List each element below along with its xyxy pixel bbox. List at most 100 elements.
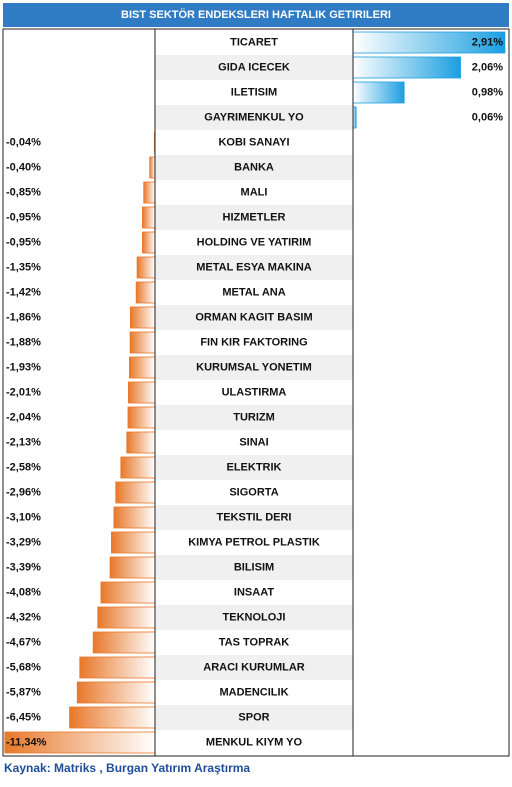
value-label: -4,08% (6, 586, 41, 598)
value-label: -0,85% (6, 186, 41, 198)
frame (2, 28, 510, 757)
category-label: KOBI SANAYI (218, 136, 289, 148)
bar (127, 381, 156, 404)
bar (115, 481, 156, 504)
row-stripe (155, 105, 353, 130)
bar (143, 181, 156, 204)
category-label: ORMAN KAGIT BASIM (195, 311, 312, 323)
category-label: METAL ESYA MAKINA (196, 261, 312, 273)
bar (135, 281, 156, 304)
category-label: ILETISIM (231, 86, 277, 98)
category-label: SINAI (239, 436, 268, 448)
category-label: TAS TOPRAK (219, 636, 290, 648)
value-label: 2,06% (472, 61, 503, 73)
value-label: -4,32% (6, 611, 41, 623)
value-label: -1,88% (6, 336, 41, 348)
bar (126, 431, 156, 454)
row-stripe (155, 205, 353, 230)
row-stripe (155, 355, 353, 380)
row-stripe (155, 55, 353, 80)
value-label: -0,40% (6, 161, 41, 173)
value-label: -1,42% (6, 286, 41, 298)
row-stripe (155, 455, 353, 480)
value-label: -2,04% (6, 411, 41, 423)
category-label: FIN KIR FAKTORING (200, 336, 307, 348)
value-label: 0,06% (472, 111, 503, 123)
category-label: KIMYA PETROL PLASTIK (188, 536, 320, 548)
bar (97, 606, 156, 629)
bar (79, 656, 156, 679)
category-label: TICARET (230, 36, 278, 48)
value-label: -2,58% (6, 461, 41, 473)
category-label: BANKA (234, 161, 274, 173)
category-label: ELEKTRIK (227, 461, 282, 473)
value-label: -4,67% (6, 636, 41, 648)
row-stripe (155, 655, 353, 680)
category-label: TURIZM (233, 411, 275, 423)
bar (92, 631, 156, 654)
bar (136, 256, 156, 279)
bar (69, 706, 156, 729)
bar (352, 81, 405, 104)
category-label: BILISIM (234, 561, 274, 573)
bar (113, 506, 156, 529)
bar (149, 156, 156, 179)
value-label: -0,04% (6, 136, 41, 148)
bar (142, 231, 156, 254)
category-label: ULASTIRMA (222, 386, 287, 398)
bar (129, 356, 156, 379)
title-bar (3, 3, 509, 27)
row-stripe (155, 705, 353, 730)
category-label: TEKSTIL DERI (217, 511, 292, 523)
row-stripe (155, 555, 353, 580)
category-label: INSAAT (234, 586, 274, 598)
row-stripe (155, 505, 353, 530)
bar (129, 331, 156, 354)
value-label: -11,34% (6, 736, 47, 748)
bar (100, 581, 156, 604)
category-label: SPOR (238, 711, 269, 723)
category-label: ARACI KURUMLAR (203, 661, 304, 673)
category-label: MADENCILIK (219, 686, 288, 698)
category-label: GIDA ICECEK (218, 61, 290, 73)
category-label: HIZMETLER (223, 211, 286, 223)
category-label: SIGORTA (229, 486, 278, 498)
bar (120, 456, 156, 479)
category-label: GAYRIMENKUL YO (204, 111, 304, 123)
value-label: -6,45% (6, 711, 41, 723)
value-label: -3,39% (6, 561, 41, 573)
category-label: TEKNOLOJI (223, 611, 286, 623)
rows: TICARET 2,91% GIDA ICECEK 2,06% ILETISIM 0,98… (4, 31, 506, 754)
value-label: -1,86% (6, 311, 41, 323)
value-label: -3,29% (6, 536, 41, 548)
value-label: -5,68% (6, 661, 41, 673)
row-stripe (155, 605, 353, 630)
chart-title: BIST SEKTÖR ENDEKSLERI HAFTALIK GETIRILE… (121, 8, 391, 21)
value-label: -2,96% (6, 486, 41, 498)
row-stripe (155, 155, 353, 180)
value-label: 0,98% (472, 86, 503, 98)
bar (127, 406, 156, 429)
bar (111, 531, 156, 554)
category-label: MALI (241, 186, 268, 198)
source-note: Kaynak: Matriks , Burgan Yatırım Araştır… (4, 761, 250, 775)
value-label: -1,35% (6, 261, 41, 273)
value-label: -1,93% (6, 361, 41, 373)
category-label: KURUMSAL YONETIM (196, 361, 312, 373)
value-label: -0,95% (6, 211, 41, 223)
value-label: 2,91% (472, 36, 503, 48)
bar (352, 56, 461, 79)
row-stripe (155, 255, 353, 280)
bar (109, 556, 156, 579)
value-label: -2,13% (6, 436, 41, 448)
bar (129, 306, 156, 329)
row-stripe (155, 405, 353, 430)
category-label: METAL ANA (222, 286, 285, 298)
value-label: -0,95% (6, 236, 41, 248)
category-label: HOLDING VE YATIRIM (197, 236, 312, 248)
row-stripe (155, 305, 353, 330)
category-label: MENKUL KIYM YO (206, 736, 303, 748)
value-label: -3,10% (6, 511, 41, 523)
value-label: -2,01% (6, 386, 41, 398)
